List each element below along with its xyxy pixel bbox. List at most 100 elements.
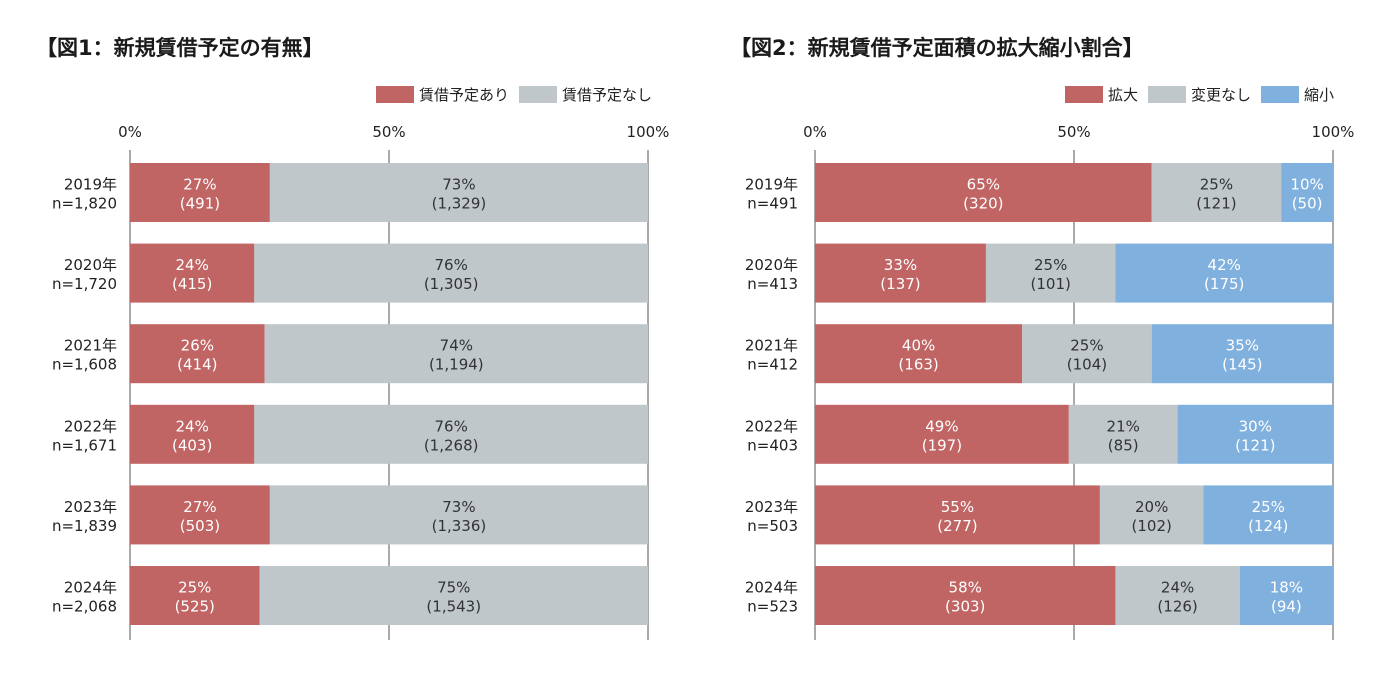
bar-segment [1068,404,1178,464]
bar-segment [130,404,255,464]
bar-count-label: (1,305) [424,275,479,293]
legend-label: 拡大 [1107,85,1138,104]
legend-item-rent-planned: 賃借予定あり [375,84,509,105]
bar-segment [130,566,260,625]
bar-count-label: (320) [963,195,1003,213]
bar-value-label: 74% [440,337,473,355]
legend-label: 縮小 [1303,85,1334,104]
x-tick-label: 100% [1312,123,1355,141]
bar-segment [269,485,648,545]
bar-value-label: 25% [178,579,211,597]
bar-count-label: (101) [1031,275,1071,293]
category-label: 2024年 [745,579,798,597]
bar-value-label: 55% [941,498,974,516]
bar-count-label: (414) [177,356,217,374]
bar-value-label: 58% [949,579,982,597]
bar-count-label: (126) [1157,598,1197,616]
legend-swatch [518,85,557,103]
bar-value-label: 76% [434,256,467,274]
bar-segment [1177,404,1333,464]
x-tick-label: 0% [803,123,827,141]
bar-value-label: 25% [1034,256,1067,274]
bar-value-label: 25% [1252,498,1285,516]
bar-segment [815,404,1069,464]
category-label: 2022年 [64,417,117,435]
category-count-label: n=491 [747,195,798,213]
category-label: 2020年 [64,256,117,274]
chart-1-title: 【図1：新規賃借予定の有無】 [36,36,324,60]
category-count-label: n=2,068 [52,598,117,616]
chart-2-title: 【図2：新規賃借予定面積の拡大縮小割合】 [730,36,1144,60]
bar-value-label: 24% [175,256,208,274]
bar-value-label: 20% [1135,498,1168,516]
bar-count-label: (145) [1222,356,1262,374]
x-tick-label: 100% [627,123,670,141]
bar-count-label: (1,268) [424,436,479,454]
bar-segment [1281,163,1333,222]
bar-value-label: 76% [434,417,467,435]
legend-item-expand: 拡大 [1064,84,1138,105]
bar-segment [130,163,270,222]
category-count-label: n=413 [747,275,798,293]
bar-segment [1239,566,1333,625]
bar-segment [1203,485,1333,545]
bar-value-label: 10% [1290,176,1323,194]
bar-value-label: 25% [1070,337,1103,355]
bar-value-label: 49% [925,417,958,435]
bar-value-label: 40% [902,337,935,355]
bar-segment [264,324,648,384]
category-label: 2021年 [745,337,798,355]
bar-count-label: (1,543) [426,598,481,616]
category-count-label: n=412 [747,356,798,374]
x-tick-label: 50% [372,123,405,141]
legend-label: 変更なし [1190,85,1251,104]
bar-segment [259,566,648,625]
bar-value-label: 73% [442,498,475,516]
chart-2-legend: 拡大 変更なし 縮小 [1055,84,1334,104]
bar-segment [985,243,1116,303]
chart-panel-1: 【図1：新規賃借予定の有無】 賃借予定あり 賃借予定なし 0% 50% 100% 20… [0,0,690,684]
bar-value-label: 24% [1161,579,1194,597]
bar-count-label: (491) [180,195,220,213]
bar-segment [269,163,648,222]
bar-segment [815,566,1116,625]
bar-value-label: 18% [1270,579,1303,597]
bar-segment [254,243,648,303]
bar-segment [815,243,986,303]
category-count-label: n=403 [747,436,798,454]
bar-segment [1115,243,1333,303]
bar-count-label: (137) [880,275,920,293]
chart-2-plot: 0% 50% 100%2019年n=49165%(320)25%(121)10%(5… [745,123,1355,640]
category-count-label: n=1,820 [52,195,117,213]
bar-segment [1115,566,1240,625]
bar-count-label: (403) [172,436,212,454]
bar-count-label: (124) [1248,517,1288,535]
category-label: 2024年 [64,579,117,597]
x-tick-label: 50% [1057,123,1090,141]
category-count-label: n=523 [747,598,798,616]
bar-segment [1099,485,1204,545]
bar-count-label: (303) [945,598,985,616]
bar-value-label: 42% [1208,256,1241,274]
bar-count-label: (175) [1204,275,1244,293]
bar-value-label: 75% [437,579,470,597]
bar-count-label: (163) [898,356,938,374]
chart-1-plot: 0% 50% 100%2019年n=1,82027%(491)73%(1,329)2… [52,123,670,640]
bar-count-label: (94) [1271,598,1302,616]
legend-item-no-change: 変更なし [1147,84,1251,105]
category-label: 2023年 [64,498,117,516]
bar-value-label: 65% [967,176,1000,194]
bar-count-label: (197) [922,436,962,454]
bar-count-label: (121) [1235,436,1275,454]
bar-segment [815,485,1100,545]
bar-value-label: 73% [442,176,475,194]
bar-value-label: 35% [1226,337,1259,355]
category-label: 2023年 [745,498,798,516]
bar-value-label: 25% [1200,176,1233,194]
category-count-label: n=503 [747,517,798,535]
bar-value-label: 33% [884,256,917,274]
bar-count-label: (1,329) [432,195,487,213]
bar-count-label: (102) [1132,517,1172,535]
chart-1-legend: 賃借予定あり 賃借予定なし [366,84,652,104]
bar-count-label: (85) [1108,436,1139,454]
